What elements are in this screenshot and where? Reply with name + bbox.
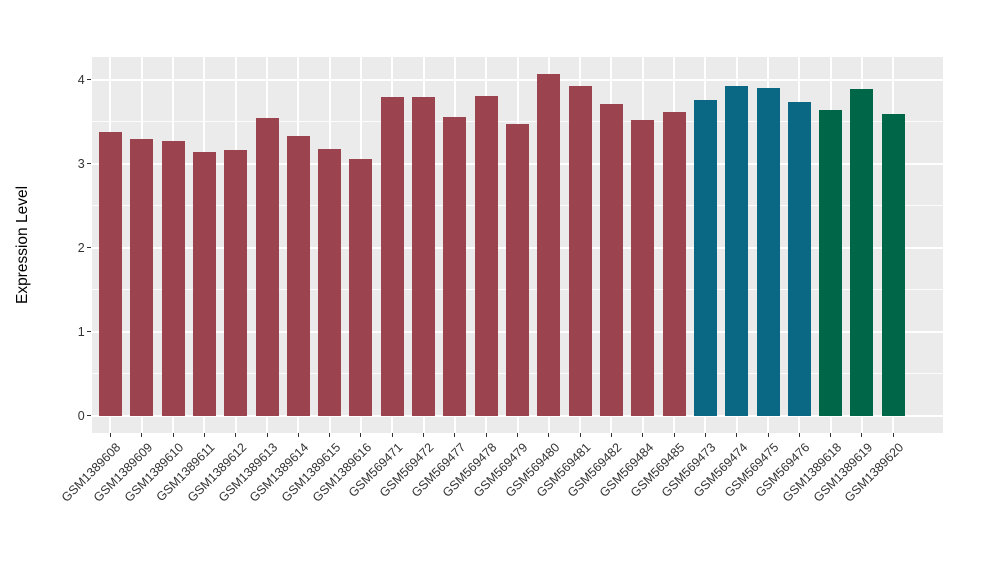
x-axis-tick [235,432,237,437]
bar-GSM1389619 [850,88,874,416]
x-axis-tick [798,432,800,437]
bar-GSM569471 [380,96,404,416]
bar-GSM569472 [412,97,436,416]
x-axis-tick [892,432,894,437]
x-axis-tick [109,432,111,437]
x-axis-tick [360,432,362,437]
bar-GSM1389614 [286,135,310,416]
x-axis-tick [485,432,487,437]
x-axis-tick [203,432,205,437]
x-axis-tick [297,432,299,437]
bar-GSM569484 [631,120,655,416]
bar-GSM569480 [537,73,561,416]
x-axis-tick [517,432,519,437]
x-axis-tick [141,432,143,437]
x-axis-tick [830,432,832,437]
plot-panel [91,56,944,433]
bar-GSM569476 [787,101,811,416]
x-axis-tick [704,432,706,437]
x-axis-tick [673,432,675,437]
y-axis-tick [86,163,91,165]
bar-GSM569481 [568,85,592,416]
bar-GSM569479 [506,124,530,416]
bar-GSM1389609 [130,139,154,416]
y-tick-label: 3 [77,156,85,171]
y-axis-tick [86,79,91,81]
bar-GSM1389613 [255,117,279,416]
bar-GSM569473 [693,99,717,416]
x-axis-tick [610,432,612,437]
bar-GSM1389616 [349,158,373,416]
bar-GSM1389608 [98,131,122,416]
bar-GSM569482 [599,104,623,416]
x-axis-tick [266,432,268,437]
bar-GSM569477 [443,116,467,416]
bar-GSM569478 [474,95,498,416]
x-axis-tick [861,432,863,437]
y-tick-label: 0 [77,408,85,423]
bar-GSM1389610 [161,141,185,416]
bar-GSM569475 [756,88,780,416]
y-axis-tick [86,331,91,333]
x-axis-tick [548,432,550,437]
x-axis-tick [767,432,769,437]
x-axis-tick [736,432,738,437]
y-tick-label: 4 [77,72,85,87]
x-axis-tick [423,432,425,437]
y-tick-label: 1 [77,324,85,339]
x-axis-tick [172,432,174,437]
x-axis-tick [329,432,331,437]
bar-GSM1389618 [819,109,843,416]
y-axis-tick [86,247,91,249]
y-axis-tick [86,415,91,417]
bar-GSM569485 [662,111,686,416]
y-axis-title: Expression Level [14,185,31,304]
bar-GSM1389612 [224,150,248,416]
bar-GSM1389615 [318,149,342,416]
x-axis-tick [579,432,581,437]
bar-GSM1389620 [881,114,905,416]
bar-GSM1389611 [192,151,216,416]
x-axis-tick [391,432,393,437]
y-tick-label: 2 [77,240,85,255]
bar-GSM569474 [725,85,749,416]
x-axis-tick [642,432,644,437]
x-axis-tick [454,432,456,437]
